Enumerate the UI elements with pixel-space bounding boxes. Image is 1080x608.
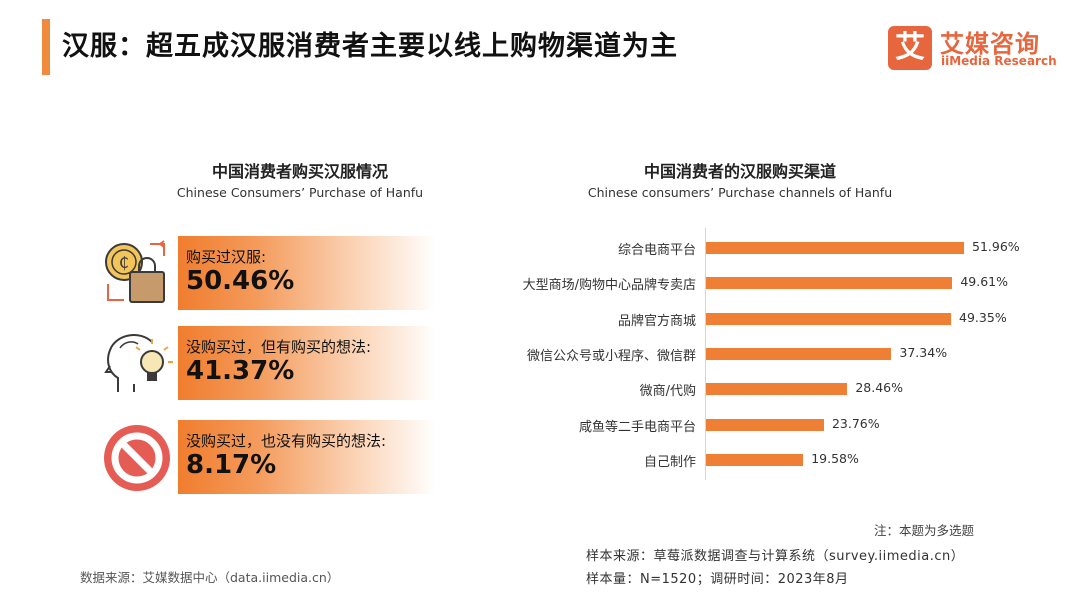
stat-value: 41.37% (186, 356, 295, 386)
sample-size: 样本量：N=1520；调研时间：2023年8月 (586, 572, 849, 587)
category-label: 自己制作 (643, 454, 696, 470)
data-source: 数据来源：艾媒数据中心（data.iimedia.cn） (80, 570, 340, 585)
bar (706, 347, 892, 360)
sample-source: 样本来源：草莓派数据调查与计算系统（survey.iimedia.cn） (586, 549, 965, 564)
chart-axis-line (705, 228, 706, 480)
right-panel-title: 中国消费者的汉服购买渠道 (643, 162, 836, 181)
stat-label: 购买过汉服: (186, 248, 267, 266)
left-panel-subtitle: Chinese Consumers’ Purchase of Hanfu (176, 185, 424, 200)
stat-purchased: ₵ 购买过汉服: 50.46% (100, 236, 440, 312)
stat-band (178, 326, 436, 400)
bar (706, 453, 804, 466)
stat-value: 8.17% (186, 450, 277, 480)
category-label: 品牌官方商城 (617, 313, 696, 329)
stat-label: 没购买过，也没有购买的想法: (186, 432, 387, 450)
bar-value-label: 28.46% (855, 380, 903, 396)
bar-value-label: 23.76% (831, 415, 880, 431)
svg-text:₵: ₵ (119, 253, 129, 272)
stat-value: 50.46% (186, 266, 295, 296)
footnote: 注：本题为多选题 (873, 523, 974, 538)
category-label: 综合电商平台 (617, 243, 696, 258)
page-title: 汉服：超五成汉服消费者主要以线上购物渠道为主 (62, 31, 678, 62)
title-accent-bar (42, 19, 50, 75)
bar (706, 312, 952, 325)
bar-value-label: 51.96% (972, 239, 1020, 254)
bar-value-label: 49.35% (959, 309, 1007, 325)
stat-band (178, 236, 436, 310)
brand-logo: 艾 艾媒咨询 iiMedia Research (888, 26, 1068, 72)
channel-bar-chart: 综合电商平台 51.96% 大型商场/购物中心品牌专卖店 49.61% 品牌官方商城 49… (500, 228, 1040, 488)
stat-label: 没购买过，但有购买的想法: (186, 338, 372, 356)
bar (706, 418, 824, 431)
logo-mark-icon: 艾 (888, 26, 932, 70)
category-label: 微商/代购 (639, 384, 696, 400)
logo-name-en: iiMedia Research (941, 54, 1057, 68)
bar (706, 242, 964, 254)
stat-no-intention: 没购买过，也没有购买的想法: 8.17% (100, 420, 440, 496)
left-panel-title: 中国消费者购买汉服情况 (211, 162, 388, 181)
category-label: 微信公众号或小程序、微信群 (526, 348, 696, 364)
bar-value-label: 19.58% (811, 450, 859, 466)
bar (706, 383, 848, 396)
bar (706, 277, 953, 290)
category-label: 大型商场/购物中心品牌专卖店 (522, 278, 696, 294)
head-lightbulb-icon (100, 326, 174, 400)
logo-name-cn: 艾媒咨询 (940, 30, 1040, 58)
right-panel-subtitle: Chinese consumers’ Purchase channels of … (587, 185, 893, 200)
category-label: 咸鱼等二手电商平台 (578, 419, 696, 435)
bar-value-label: 49.61% (960, 274, 1008, 290)
prohibited-icon (100, 420, 174, 494)
bar-value-label: 37.34% (899, 344, 948, 360)
stat-band (178, 420, 436, 494)
coin-shopping-bag-icon: ₵ (100, 236, 174, 310)
stat-intend-to-buy: 没购买过，但有购买的想法: 41.37% (100, 326, 440, 402)
